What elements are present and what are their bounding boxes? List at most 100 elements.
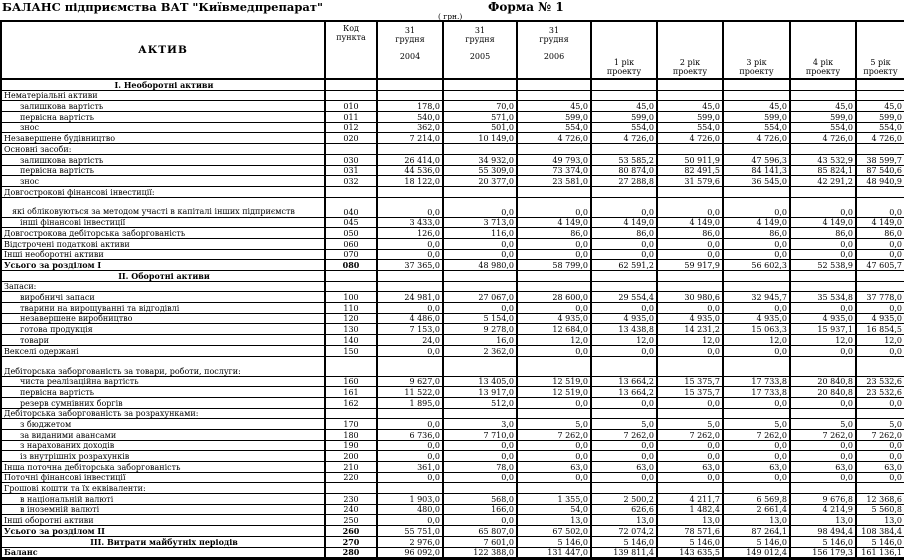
cell-value: 48 940,9 [855, 175, 904, 187]
cell-value [722, 185, 791, 198]
cell-value: 5 146,0 [722, 535, 791, 548]
cell-value: 554,0 [516, 121, 592, 134]
cell-value: 0,0 [855, 439, 904, 452]
table-row: первісна вартість 161 11 522,0 13 917,0 12 5… [0, 386, 904, 398]
cell-value: 9 278,0 [442, 323, 518, 336]
row-label: з бюджетом [0, 418, 326, 430]
row-label: Нематеріальні активи [0, 89, 326, 102]
cell-value: 86,0 [656, 227, 724, 239]
cell-value: 0,0 [376, 418, 444, 430]
cell-value: 13,0 [656, 514, 724, 527]
cell-value [656, 482, 724, 495]
cell-value: 3 713,0 [442, 216, 518, 229]
table-row: тварини на вирощуванні та відгодівлі 110 0… [0, 302, 904, 314]
cell-value: 4 935,0 [656, 312, 724, 325]
cell-value [590, 407, 658, 420]
cell-value: 0,0 [442, 471, 518, 484]
cell-value: 7 262,0 [590, 428, 658, 441]
cell-value: 58 799,0 [516, 259, 592, 271]
cell-value: 13,0 [789, 514, 857, 527]
cell-value: 0,0 [590, 237, 658, 250]
cell-value: 63,0 [656, 461, 724, 473]
cell-value [442, 185, 518, 198]
cell-value [516, 89, 592, 102]
cell-value [376, 89, 444, 102]
row-code: 240 [324, 503, 378, 516]
cell-value: 0,0 [789, 450, 857, 462]
row-label: Незавершене будівництво [0, 132, 326, 145]
cell-value: 0,0 [656, 344, 724, 357]
cell-value: 126,0 [376, 227, 444, 239]
cell-value: 4 149,0 [590, 216, 658, 229]
cell-value: 1 482,4 [656, 503, 724, 516]
row-label: знос [0, 175, 326, 187]
row-code [324, 407, 378, 420]
cell-value: 13 917,0 [442, 386, 518, 398]
cell-value [376, 143, 444, 155]
cell-value: 0,0 [376, 471, 444, 484]
table-row: первісна вартість 031 44 536,0 55 309,0 73 3… [0, 164, 904, 177]
cell-value: 18 122,0 [376, 175, 444, 187]
row-label: за виданими авансами [0, 428, 326, 441]
cell-value: 0,0 [722, 471, 791, 484]
cell-value [516, 355, 592, 377]
cell-value: 45,0 [656, 100, 724, 113]
cell-value: 599,0 [722, 111, 791, 123]
row-label: Дебіторська заборгованість за товари, ро… [0, 355, 326, 377]
cell-value: 0,0 [789, 196, 857, 218]
row-code: 150 [324, 344, 378, 357]
cell-value: 4 726,0 [656, 132, 724, 145]
cell-value: 4 935,0 [789, 312, 857, 325]
cell-value: 34 932,0 [442, 153, 518, 166]
cell-value: 0,0 [656, 196, 724, 218]
row-code: 100 [324, 291, 378, 304]
cell-value: 86,0 [722, 227, 791, 239]
row-label: Векселі одержані [0, 344, 326, 357]
cell-value [516, 270, 592, 282]
cell-value [656, 143, 724, 155]
table-row: з нарахованих доходів 190 0,0 0,0 0,0 0,0 0,0 0… [0, 439, 904, 452]
cell-value: 4 149,0 [516, 216, 592, 229]
table-row: первісна вартість 011 540,0 571,0 599,0 599,0… [0, 111, 904, 123]
cell-value: 5 146,0 [855, 535, 904, 548]
cell-value [722, 78, 791, 91]
period-column-header: 31 грудня 2006 [516, 20, 592, 80]
cell-value: 7 153,0 [376, 323, 444, 336]
row-label: із внутрішніх розрахунків [0, 450, 326, 462]
cell-value: 361,0 [376, 461, 444, 473]
cell-value [656, 407, 724, 420]
cell-value: 7 262,0 [656, 428, 724, 441]
cell-value: 0,0 [855, 344, 904, 357]
row-label: Баланс [0, 546, 326, 560]
cell-value: 12,0 [590, 334, 658, 346]
cell-value: 5,0 [656, 418, 724, 430]
cell-value: 15 375,7 [656, 386, 724, 398]
table-row: Інша поточна дебіторська заборгованість 2… [0, 461, 904, 473]
row-label: I. Необоротні активи [0, 78, 326, 91]
row-label: виробничі запаси [0, 291, 326, 304]
cell-value: 0,0 [590, 439, 658, 452]
table-row: чиста реалізаційна вартість 160 9 627,0 13 … [0, 375, 904, 388]
cell-value: 0,0 [442, 196, 518, 218]
period-header-line: 31 [548, 26, 560, 35]
cell-value: 56 602,3 [722, 259, 791, 271]
cell-value: 0,0 [516, 450, 592, 462]
cell-value: 17 733,8 [722, 386, 791, 398]
cell-value: 7 262,0 [516, 428, 592, 441]
cell-value: 0,0 [855, 450, 904, 462]
cell-value [855, 482, 904, 495]
cell-value: 24 981,0 [376, 291, 444, 304]
cell-value: 5 154,0 [442, 312, 518, 325]
cell-value: 0,0 [590, 396, 658, 409]
cell-value: 23 581,0 [516, 175, 592, 187]
cell-value [442, 78, 518, 91]
cell-value: 14 231,2 [656, 323, 724, 336]
table-row: Довгострокова дебіторська заборгованість… [0, 227, 904, 239]
cell-value: 0,0 [855, 471, 904, 484]
row-label: з нарахованих доходів [0, 439, 326, 452]
cell-value: 5 560,8 [855, 503, 904, 516]
row-label: готова продукція [0, 323, 326, 336]
period-header-line: проекту [606, 67, 642, 76]
row-label: резерв сумнівних боргів [0, 396, 326, 409]
cell-value: 5 146,0 [656, 535, 724, 548]
